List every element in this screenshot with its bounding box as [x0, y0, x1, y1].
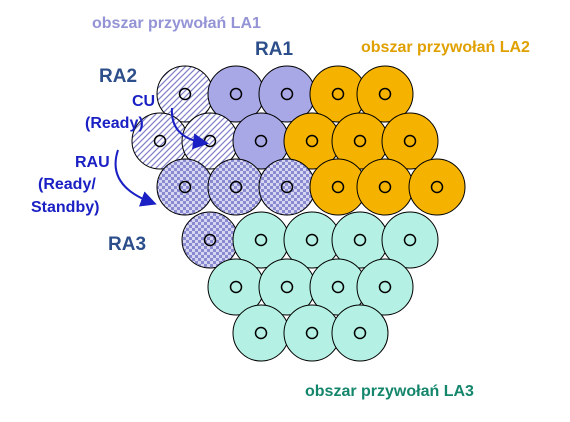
rau-standby-label: Standby): [31, 199, 100, 216]
ra2-label: RA2: [99, 66, 138, 87]
la2-label: obszar przywołań LA2: [361, 39, 530, 56]
cell-ra3: [258, 158, 316, 216]
cell-la2: [283, 112, 341, 170]
cell-la2: [356, 65, 414, 123]
cell-ra2: [181, 112, 239, 170]
rau-label: RAU: [75, 154, 110, 171]
cell-la3: [356, 258, 414, 316]
cell-ra3: [207, 158, 265, 216]
cu-ready-label: (Ready): [85, 115, 144, 132]
cu-label: CU: [132, 93, 156, 110]
cell-la3: [331, 304, 389, 362]
rau-ready-label: (Ready/: [38, 176, 96, 193]
cell-la3: [381, 211, 439, 269]
rau-arrow: [114, 149, 157, 207]
cell-la3: [232, 211, 290, 269]
cell-la2: [381, 112, 439, 170]
cell-la2: [408, 158, 466, 216]
ra1-label: RA1: [255, 39, 294, 60]
la1-label: obszar przywołań LA1: [92, 15, 261, 32]
cu-arrow: [170, 107, 209, 150]
cell-la2: [309, 158, 367, 216]
cell-la3: [258, 258, 316, 316]
cell-la3: [232, 304, 290, 362]
ra3-label: RA3: [108, 234, 147, 255]
la3-label: obszar przywołań LA3: [305, 383, 474, 400]
cell-la2: [309, 65, 367, 123]
cell-ra3: [156, 158, 214, 216]
cell-la2: [356, 158, 414, 216]
cell-ra3: [181, 211, 239, 269]
cell-ra1: [258, 65, 316, 123]
